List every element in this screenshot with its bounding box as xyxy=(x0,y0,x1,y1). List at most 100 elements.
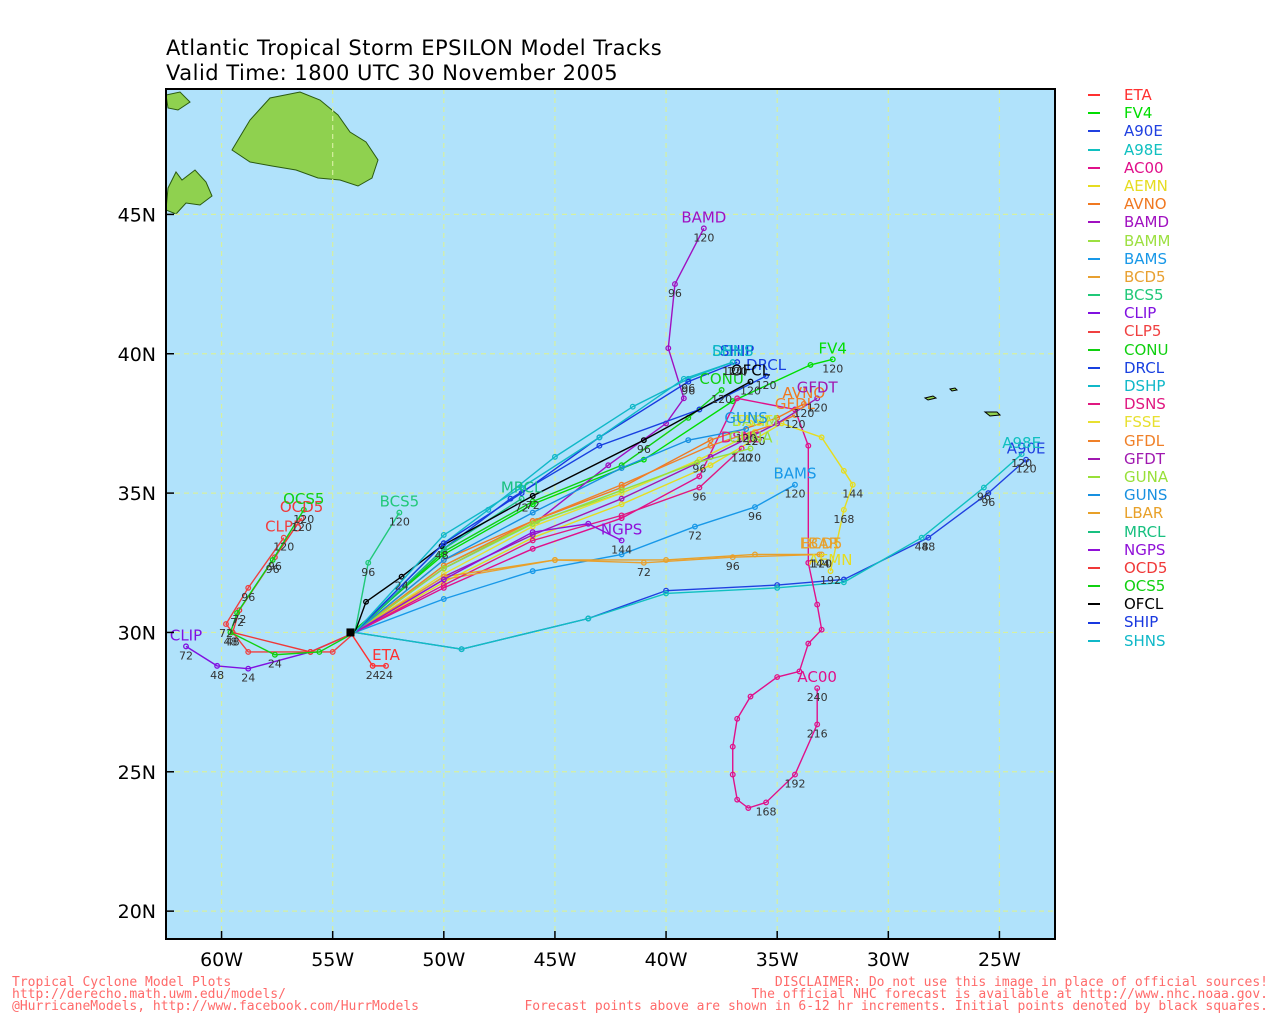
track-point xyxy=(618,537,625,544)
forecast-hour-label: 72 xyxy=(688,530,702,543)
track-point xyxy=(596,442,603,449)
track-point xyxy=(363,598,369,605)
forecast-hour-label: 144 xyxy=(809,557,830,570)
footer-disclaimer: DISCLAIMER: Do not use this image in pla… xyxy=(524,975,1268,1013)
track-point xyxy=(734,796,741,803)
track-point xyxy=(227,629,234,636)
track-name-label: DSHP xyxy=(712,342,753,360)
legend-item-ngps: NGPS xyxy=(1088,541,1170,559)
legend-swatch xyxy=(1088,185,1100,188)
track-point xyxy=(672,281,678,288)
track-line-dsns xyxy=(354,447,743,634)
y-tick-label: 25N xyxy=(118,762,156,784)
forecast-hour-label: 120 xyxy=(722,365,743,378)
footer-line: DISCLAIMER: Do not use this image in pla… xyxy=(774,975,1268,990)
legend-item-bams: BAMS xyxy=(1088,250,1170,268)
forecast-hour-label: 96 xyxy=(748,510,762,523)
newfoundland-island xyxy=(231,91,379,187)
track-point xyxy=(980,484,987,491)
track-point xyxy=(747,693,754,700)
track-point xyxy=(774,584,781,591)
forecast-hour-label: 168 xyxy=(756,805,777,818)
forecast-hour-label: 96 xyxy=(681,382,695,395)
legend-item-ship: SHIP xyxy=(1088,613,1170,631)
forecast-hour-label: 24 xyxy=(366,669,380,682)
forecast-hour-label: 72 xyxy=(219,627,233,640)
forecast-hour-label: 96 xyxy=(637,443,651,456)
land-layer xyxy=(166,91,379,215)
track-point xyxy=(763,373,770,379)
forecast-hour-label: 24 xyxy=(268,658,282,671)
track-point xyxy=(605,462,612,469)
track-name-label: OCD5 xyxy=(280,498,323,516)
track-point xyxy=(585,615,592,622)
forecast-hour-label: 96 xyxy=(692,491,706,504)
track-point xyxy=(214,662,221,669)
track-point xyxy=(840,467,847,474)
forecast-hour-label: 24 xyxy=(395,580,409,593)
legend-label: GFDT xyxy=(1124,449,1165,468)
track-name-label: CLP5 xyxy=(265,518,302,536)
legend-label: FSSE xyxy=(1124,413,1161,432)
track-point xyxy=(729,398,736,405)
forecast-hour-label: 96 xyxy=(668,287,682,300)
forecast-hour-label: 96 xyxy=(268,560,282,573)
x-tick-label: 45W xyxy=(533,949,576,971)
track-point xyxy=(774,674,781,680)
track-point xyxy=(529,492,536,499)
track-point xyxy=(718,387,725,393)
legend-item-gfdl: GFDL xyxy=(1088,432,1170,450)
cape-breton-island xyxy=(166,91,191,111)
track-point xyxy=(734,395,741,402)
track-point xyxy=(618,501,625,508)
track-point xyxy=(696,484,703,491)
legend-item-drcl: DRCL xyxy=(1088,359,1170,377)
track-line-guns xyxy=(354,428,747,633)
forecast-hour-label: 24 xyxy=(379,669,393,682)
track-point xyxy=(680,375,687,382)
track-point xyxy=(814,395,821,402)
legend-item-dsns: DSNS xyxy=(1088,395,1170,413)
legend-swatch xyxy=(1088,421,1100,424)
legend-swatch xyxy=(1088,512,1100,515)
legend-item-guns: GUNS xyxy=(1088,486,1170,504)
legend-item-a98e: A98E xyxy=(1088,141,1170,159)
legend-item-bamd: BAMD xyxy=(1088,213,1170,231)
footer-url[interactable]: http://derecho.math.uwm.edu/models/ xyxy=(12,987,286,1002)
track-name-label: ETA xyxy=(372,646,400,664)
legend-item-bamm: BAMM xyxy=(1088,232,1170,250)
track-point xyxy=(734,715,741,722)
track-line-eta xyxy=(349,632,387,667)
legend-label: BAMD xyxy=(1124,213,1170,232)
track-name-label: BCD5 xyxy=(801,534,843,552)
track-point xyxy=(985,490,992,497)
legend-label: CONU xyxy=(1124,340,1169,359)
forecast-hour-label: 216 xyxy=(807,727,828,740)
track-name-label: BCS5 xyxy=(380,493,420,511)
track-point xyxy=(840,506,847,513)
newfoundland-landmass xyxy=(166,169,213,215)
x-tick-label: 35W xyxy=(756,949,799,971)
track-point xyxy=(663,590,670,597)
legend-item-a90e: A90E xyxy=(1088,122,1170,140)
track-point xyxy=(840,579,847,586)
forecast-hour-label: 120 xyxy=(291,521,312,534)
legend-item-clip: CLIP xyxy=(1088,304,1170,322)
footer-line: The official NHC forecast is available a… xyxy=(751,987,1268,1002)
track-name-label: GFDL xyxy=(775,395,816,413)
forecast-hour-label: 72 xyxy=(179,649,193,662)
forecast-hour-label: 120 xyxy=(389,516,410,529)
track-point xyxy=(1023,456,1030,463)
track-point xyxy=(529,568,536,575)
track-point xyxy=(729,771,736,778)
legend-swatch xyxy=(1088,457,1100,460)
track-point xyxy=(700,225,707,232)
forecast-hour-label: 144 xyxy=(611,543,632,556)
track-point xyxy=(792,481,798,488)
y-tick-label: 35N xyxy=(118,483,156,505)
track-point xyxy=(183,643,189,650)
footer-credits: Tropical Cyclone Model Plots http://dere… xyxy=(12,976,419,1013)
track-point xyxy=(629,403,636,410)
track-line-aemn xyxy=(354,422,854,634)
legend-swatch xyxy=(1088,330,1100,333)
